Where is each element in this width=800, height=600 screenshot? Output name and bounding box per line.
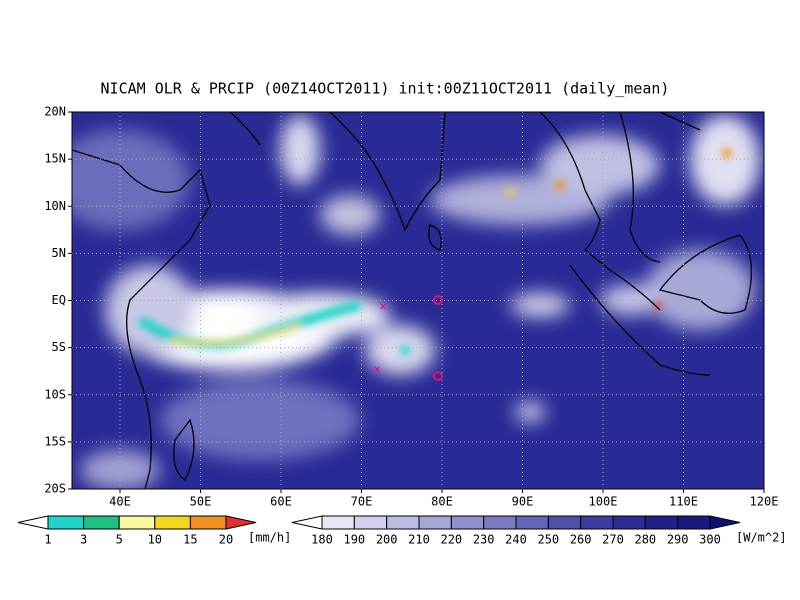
legend-box (118, 515, 156, 530)
legend-arrow (225, 515, 257, 530)
lat-label: 5S (52, 340, 66, 354)
legend-box (418, 515, 452, 530)
legend-box (154, 515, 191, 530)
legend-box (580, 515, 614, 530)
legend-box (353, 515, 388, 530)
lon-label: 80E (431, 495, 453, 509)
lon-label: 40E (109, 495, 131, 509)
coastline (229, 112, 446, 232)
legend-arrow (17, 515, 49, 530)
legends: 1 3 5 10 15 20 [mm/h] 180 190 200 210 220 230 240 250 2… (17, 515, 787, 547)
legend-box (483, 515, 517, 530)
legend-label: 280 (634, 533, 656, 547)
legend-label: 210 (408, 533, 430, 547)
legend-label: 15 (183, 533, 197, 547)
legend-box (47, 515, 85, 530)
legend-box (677, 515, 711, 530)
legend-label: 290 (667, 533, 689, 547)
legend-label: 180 (311, 533, 333, 547)
precip-field (137, 148, 732, 355)
legend-box (515, 515, 549, 530)
marker: × (379, 300, 387, 315)
legend-box (644, 515, 679, 530)
legend-label: 5 (116, 533, 123, 547)
lon-label: 110E (669, 495, 698, 509)
legend-arrow (709, 515, 741, 530)
lat-label: EQ (52, 293, 66, 307)
coastline (539, 112, 701, 311)
legend-unit: [mm/h] (248, 531, 291, 545)
lat-label: 20N (44, 105, 66, 119)
legend-box (386, 515, 420, 530)
lat-label: 15N (44, 152, 66, 166)
lon-label: 100E (589, 495, 618, 509)
coastline (72, 149, 211, 489)
legend-label: 250 (537, 533, 559, 547)
marker (433, 371, 443, 381)
olr-field (72, 115, 760, 489)
lat-label: 15S (44, 434, 66, 448)
legend-label: 300 (699, 533, 721, 547)
coastline (428, 224, 442, 251)
lon-label: 70E (351, 495, 373, 509)
legend-label: 1 (44, 533, 51, 547)
legend-label: 220 (440, 533, 462, 547)
coastline (569, 264, 711, 376)
legend-box (547, 515, 582, 530)
axes: 20N 15N 10N 5N EQ 5S 10S 15S 20S 40E 50E 60E 70E 80E 9… (44, 105, 778, 509)
legend-label: 3 (80, 533, 87, 547)
legend-label: 240 (505, 533, 527, 547)
lat-label: 10N (44, 199, 66, 213)
marker (433, 295, 443, 305)
legend-label: 230 (473, 533, 495, 547)
legend-label: 260 (570, 533, 592, 547)
legend-box (612, 515, 646, 530)
coastline (658, 234, 753, 314)
legend-box (321, 515, 355, 530)
legend-box (189, 515, 227, 530)
legend-label: 190 (343, 533, 365, 547)
marker: × (373, 363, 381, 378)
lon-label: 120E (750, 495, 779, 509)
legend-box (83, 515, 120, 530)
legend-unit: [W/m^2] (736, 531, 787, 545)
legend-label: 20 (219, 533, 233, 547)
lon-label: 50E (190, 495, 212, 509)
legend-arrow (291, 515, 323, 530)
lat-label: 5N (52, 246, 66, 260)
coastline (173, 418, 195, 481)
lat-label: 10S (44, 387, 66, 401)
lon-label: 90E (512, 495, 534, 509)
lon-label: 60E (270, 495, 292, 509)
lat-label: 20S (44, 482, 66, 496)
legend-label: 270 (602, 533, 624, 547)
legend-label: 200 (376, 533, 398, 547)
map: × × (72, 112, 764, 489)
legend-label: 10 (148, 533, 162, 547)
legend-box (450, 515, 485, 530)
title: NICAM OLR & PRCIP (00Z14OCT2011) init:00… (101, 80, 670, 98)
